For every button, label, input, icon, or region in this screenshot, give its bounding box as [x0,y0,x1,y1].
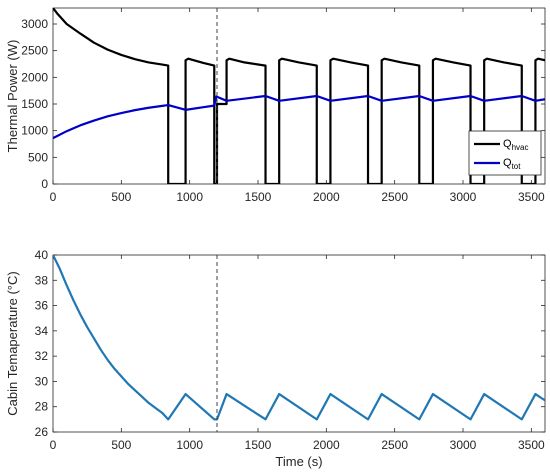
top-xtick-label: 1500 [245,190,272,204]
legend-box [468,130,542,176]
top-xtick-label: 500 [111,190,131,204]
top-ytick-label: 1000 [21,124,48,138]
top-xtick-label: 2500 [381,190,408,204]
legend: Qhvac Qtot [468,130,542,176]
bottom-xtick-label: 1000 [176,438,203,452]
bottom-ytick-label: 34 [35,324,49,338]
top-xtick-label: 0 [50,190,57,204]
bottom-xlabel: Time (s) [275,454,322,469]
bottom-ylabel: Cabin Temaperature (°C) [5,271,20,415]
bottom-axes-box [52,254,546,433]
bottom-ytick-label: 40 [35,248,49,262]
top-ytick-label: 0 [41,177,48,191]
top-axes-box [52,7,546,185]
bottom-xtick-label: 0 [50,438,57,452]
bottom-xtick-label: 500 [111,438,131,452]
bottom-ytick-label: 28 [35,400,49,414]
top-xtick-label: 2000 [313,190,340,204]
series-q-tot-line [53,94,545,140]
bottom-xtick-label: 2000 [313,438,340,452]
top-ylabel: Thermal Power (W) [5,40,20,153]
top-ytick-label: 500 [28,150,48,164]
legend-label: Qtot [503,157,521,171]
bottom-xtick-label: 2500 [381,438,408,452]
bottom-ytick-label: 32 [35,349,49,363]
bottom-xtick-label: 1500 [245,438,272,452]
top-xtick-label: 3000 [450,190,477,204]
cabin-temperature-plot: 0 500 1000 1500 2000 2500 3000 3500 26 28 30 32 34 36… [5,248,546,469]
top-xtick-label: 3500 [518,190,545,204]
bottom-xtick-label: 3000 [450,438,477,452]
series-cabin-temperature-line [53,255,545,421]
top-ytick-label: 2500 [21,44,48,58]
top-ytick-label: 3000 [21,17,48,31]
bottom-xtick-label: 3500 [518,438,545,452]
top-ytick-label: 2000 [21,70,48,84]
bottom-ytick-label: 26 [35,425,49,439]
legend-label: Qhvac [503,138,528,152]
bottom-ytick-label: 30 [35,374,49,388]
bottom-ytick-label: 36 [35,299,49,313]
top-ytick-label: 1500 [21,97,48,111]
series-q-hvac-line [53,8,545,184]
bottom-ytick-label: 38 [35,273,49,287]
thermal-power-plot: 0 500 1000 1500 2000 2500 3000 3500 0 500 1000 1500… [5,7,546,204]
top-xtick-label: 1000 [176,190,203,204]
